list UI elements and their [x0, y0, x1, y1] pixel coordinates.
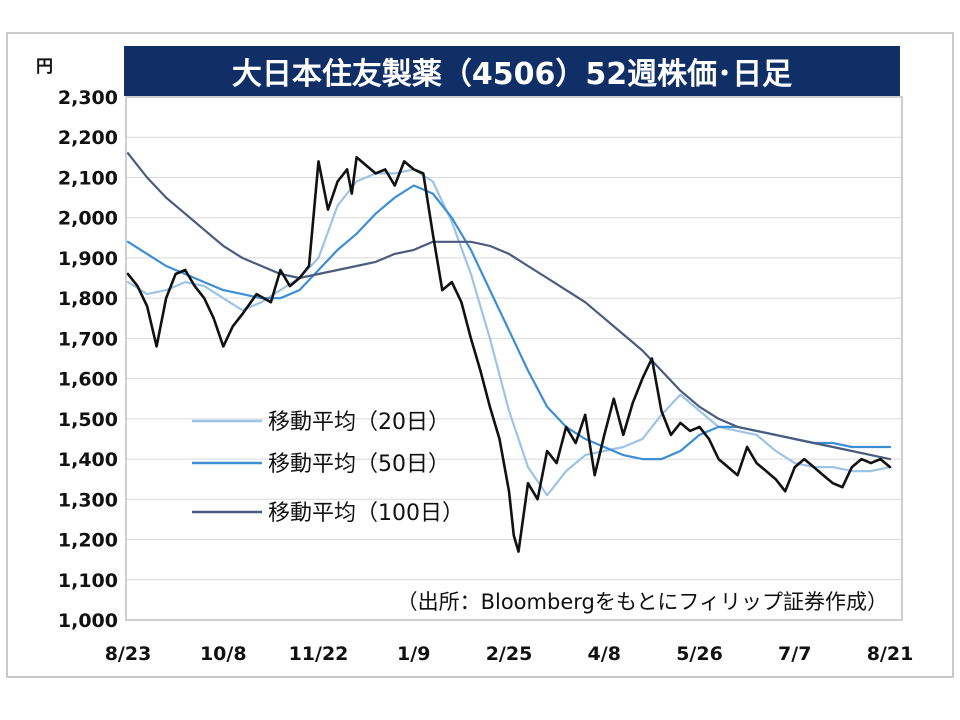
y-tick-label: 2,300 [58, 87, 118, 109]
y-tick-label: 1,800 [58, 288, 118, 310]
title-bar: 大日本住友製薬（4506）52週株価･日足 [124, 46, 900, 96]
x-tick-label: 4/8 [588, 643, 621, 665]
legend: 移動平均（20日） 移動平均（50日） 移動平均（100日） [192, 410, 464, 526]
legend-label: 移動平均（50日） [268, 452, 450, 477]
y-tick-label: 1,100 [58, 570, 118, 592]
plot-border [125, 96, 903, 621]
x-tick-label: 7/7 [778, 643, 811, 665]
grid-lines [126, 96, 902, 621]
y-tick-label: 1,300 [58, 489, 118, 511]
x-tick-label: 10/8 [200, 643, 247, 665]
y-tick-label: 1,400 [58, 449, 118, 471]
y-tick-labels: 1,000 1,100 1,200 1,300 1,400 1,500 1,600 1,700… [58, 87, 118, 632]
x-tick-label: 5/26 [676, 643, 723, 665]
y-tick-label: 1,600 [58, 369, 118, 391]
x-tick-label: 11/22 [289, 643, 349, 665]
y-tick-label: 1,000 [58, 610, 118, 632]
x-tick-label: 8/21 [867, 643, 914, 665]
y-tick-label: 2,100 [58, 167, 118, 189]
x-tick-label: 2/25 [486, 643, 533, 665]
y-tick-label: 2,000 [58, 208, 118, 230]
series-group [126, 152, 892, 553]
moving-average-line-2 [126, 184, 892, 461]
x-tick-label: 8/23 [105, 643, 152, 665]
legend-label: 移動平均（20日） [268, 410, 450, 435]
chart-title: 大日本住友製薬（4506）52週株価･日足 [231, 57, 793, 92]
y-tick-label: 1,700 [58, 328, 118, 350]
y-tick-label: 1,500 [58, 409, 118, 431]
y-tick-label: 1,900 [58, 248, 118, 270]
y-tick-label: 2,200 [58, 127, 118, 149]
chart-frame [6, 32, 954, 678]
legend-label: 移動平均（100日） [268, 501, 464, 526]
y-tick-label: 1,200 [58, 530, 118, 552]
x-tick-label: 1/9 [397, 643, 430, 665]
source-note: （出所：Bloombergをもとにフィリップ証券作成） [397, 590, 888, 614]
moving-average-line-1 [126, 168, 892, 497]
x-tick-labels: 8/23 10/8 11/22 1/9 2/25 4/8 5/26 7/7 8/21 [105, 643, 914, 665]
y-unit-label: 円 [36, 57, 53, 77]
moving-average-line-3 [126, 152, 892, 461]
price-series-line [126, 156, 892, 553]
plot-area [125, 96, 903, 621]
